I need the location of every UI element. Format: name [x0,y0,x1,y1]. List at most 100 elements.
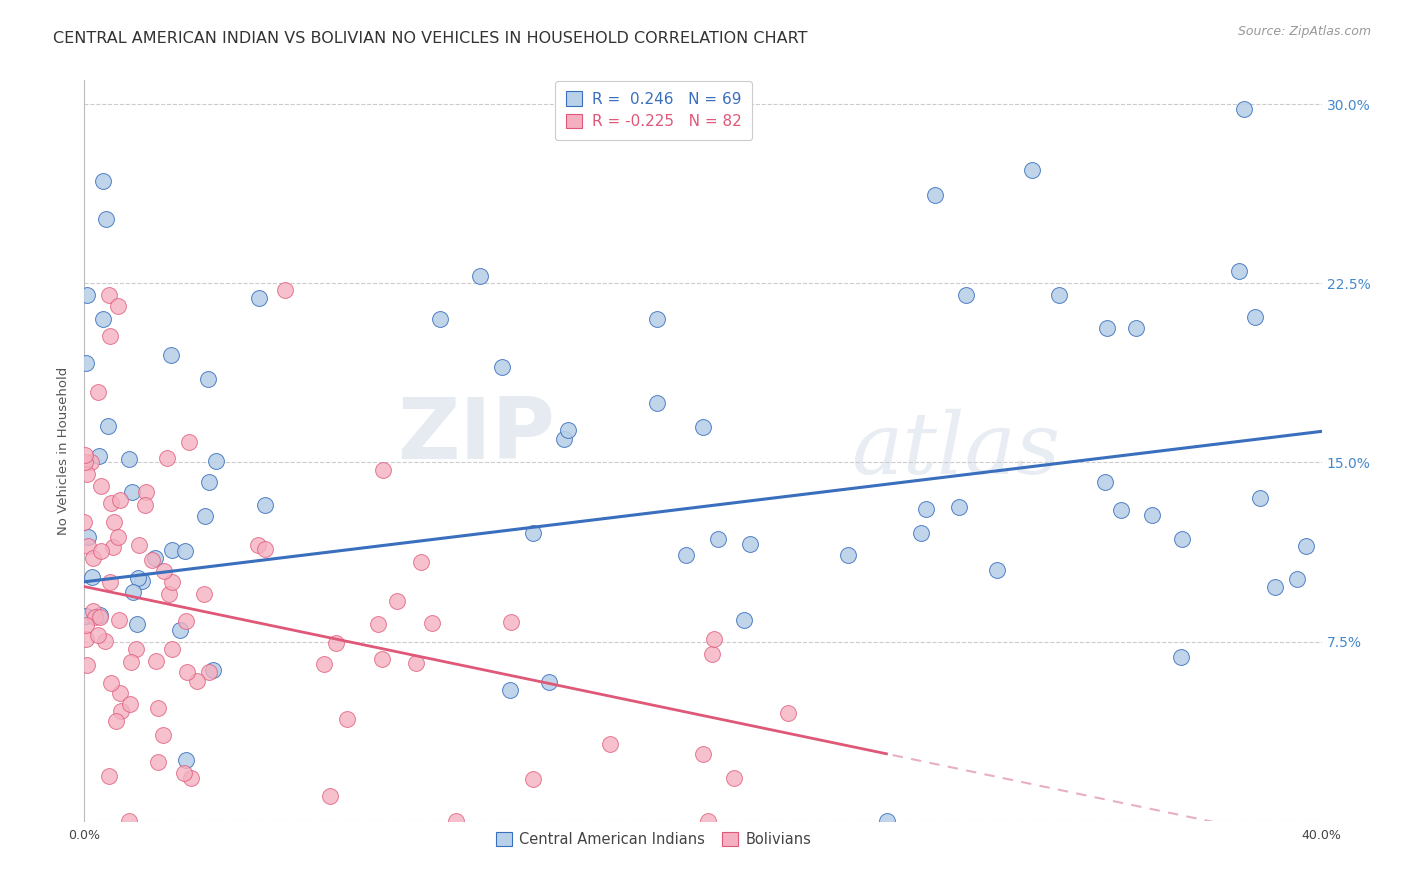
Point [98,288,121,302]
Point [198,665,221,679]
Point [319,789,342,804]
Point [1125,321,1147,335]
Point [169,623,191,637]
Point [73,515,96,529]
Point [120,655,142,669]
Point [89,610,111,624]
Point [110,704,132,718]
Point [145,654,167,668]
Point [73,448,96,462]
Point [104,714,127,728]
Point [75,632,97,647]
Point [94,211,117,226]
Point [702,647,724,661]
Point [470,269,492,284]
Point [201,663,224,677]
Point [776,706,799,720]
Point [405,656,427,670]
Point [146,701,169,715]
Point [118,814,141,828]
Point [94,633,117,648]
Point [82,604,104,618]
Point [247,291,270,305]
Point [152,728,174,742]
Point [733,613,755,627]
Point [409,555,432,569]
Point [1227,264,1250,278]
Point [75,356,97,370]
Point [948,500,970,515]
Point [176,665,198,680]
Point [125,617,148,632]
Point [75,455,97,469]
Point [162,574,184,589]
Point [141,552,163,566]
Point [90,544,112,558]
Point [118,451,141,466]
Point [924,188,946,202]
Point [186,673,208,688]
Point [108,493,131,508]
Point [100,496,122,510]
Point [522,772,544,786]
Point [153,564,176,578]
Point [193,587,215,601]
Point [1244,310,1267,325]
Point [645,395,668,409]
Point [1094,475,1116,489]
Point [1095,321,1118,335]
Text: CENTRAL AMERICAN INDIAN VS BOLIVIAN NO VEHICLES IN HOUSEHOLD CORRELATION CHART: CENTRAL AMERICAN INDIAN VS BOLIVIAN NO V… [53,31,808,46]
Point [675,548,697,562]
Point [76,467,98,482]
Point [82,550,104,565]
Point [1109,503,1132,517]
Point [1295,539,1317,553]
Point [876,814,898,828]
Point [125,641,148,656]
Point [1285,572,1308,586]
Point [599,737,621,751]
Point [162,641,184,656]
Point [75,617,97,632]
Point [1171,532,1194,546]
Point [1021,163,1043,178]
Point [325,635,347,649]
Point [553,432,575,446]
Point [955,288,977,302]
Point [135,485,157,500]
Point [274,284,297,298]
Point [371,652,394,666]
Point [174,543,197,558]
Point [385,593,408,607]
Point [100,574,122,589]
Point [90,479,112,493]
Point [77,530,100,544]
Point [76,288,98,302]
Point [198,475,221,490]
Point [173,765,195,780]
Point [446,814,468,828]
Point [645,312,668,326]
Point [367,617,389,632]
Point [122,585,145,599]
Point [82,570,104,584]
Point [205,454,228,468]
Point [180,772,202,786]
Point [697,814,720,828]
Point [420,615,443,630]
Point [160,542,183,557]
Point [723,771,745,785]
Point [707,532,730,546]
Point [131,574,153,588]
Text: ZIP: ZIP [396,394,554,477]
Point [194,509,217,524]
Text: Source: ZipAtlas.com: Source: ZipAtlas.com [1237,25,1371,38]
Point [143,551,166,566]
Point [101,540,124,554]
Point [491,359,513,374]
Point [121,484,143,499]
Point [79,455,101,469]
Point [89,607,111,622]
Point [100,676,122,690]
Point [156,450,179,465]
